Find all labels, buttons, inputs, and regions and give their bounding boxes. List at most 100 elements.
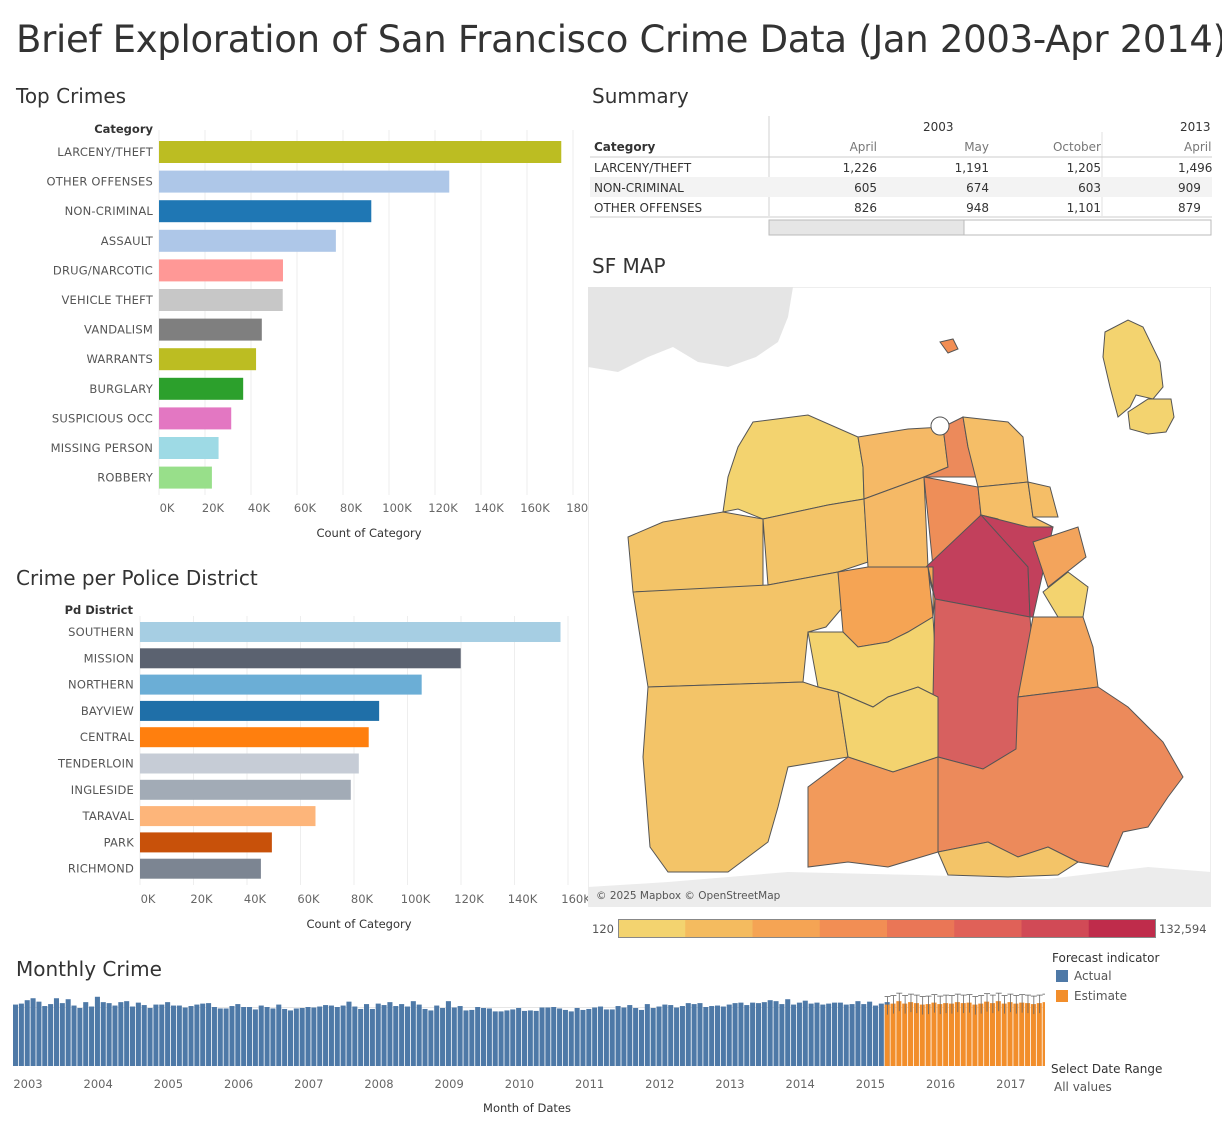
actual-bar[interactable] [504,1010,510,1066]
actual-bar[interactable] [358,1008,364,1066]
actual-bar[interactable] [94,996,100,1066]
actual-bar[interactable] [106,1003,112,1066]
date-range-filter-value[interactable]: All values [1054,1080,1112,1094]
actual-bar[interactable] [194,1004,200,1066]
bar-mission[interactable] [140,648,461,669]
estimate-bar[interactable] [937,1004,943,1066]
actual-bar[interactable] [311,1007,317,1067]
actual-bar[interactable] [305,1007,311,1066]
actual-bar[interactable] [557,1008,563,1066]
actual-bar[interactable] [668,1005,674,1066]
actual-bar[interactable] [328,1005,334,1066]
bar-burglary[interactable] [159,377,244,400]
actual-bar[interactable] [481,1007,487,1066]
summary-table[interactable]: 2003 2013 Category April May October Apr… [590,116,1212,236]
actual-bar[interactable] [685,1003,691,1066]
actual-bar[interactable] [849,1004,855,1066]
actual-bar[interactable] [878,1003,884,1066]
actual-bar[interactable] [147,1007,153,1066]
estimate-bar[interactable] [1013,1003,1019,1066]
actual-bar[interactable] [200,1003,206,1066]
actual-bar[interactable] [112,1005,118,1066]
actual-bar[interactable] [633,1007,639,1066]
actual-bar[interactable] [176,1005,182,1066]
actual-bar[interactable] [393,1006,399,1066]
actual-bar[interactable] [282,1008,288,1066]
actual-bar[interactable] [434,1005,440,1066]
bar-tenderloin[interactable] [140,753,359,774]
actual-bar[interactable] [182,1007,188,1067]
actual-bar[interactable] [720,1006,726,1066]
actual-bar[interactable] [346,1001,352,1066]
legend-estimate[interactable]: Estimate [1056,989,1127,1003]
estimate-bar[interactable] [943,1003,949,1066]
actual-bar[interactable] [264,1007,270,1066]
actual-bar[interactable] [709,1006,715,1066]
actual-bar[interactable] [364,1004,370,1066]
actual-bar[interactable] [334,1007,340,1066]
bar-missing-person[interactable] [159,437,219,459]
actual-bar[interactable] [738,1002,744,1066]
actual-bar[interactable] [276,1004,282,1066]
actual-bar[interactable] [791,1004,797,1066]
actual-bar[interactable] [574,1007,580,1066]
actual-bar[interactable] [533,1010,539,1066]
actual-bar[interactable] [861,1004,867,1066]
actual-bar[interactable] [662,1004,668,1066]
actual-bar[interactable] [755,1003,761,1066]
legend-actual[interactable]: Actual [1056,969,1112,983]
actual-bar[interactable] [153,1004,159,1066]
actual-bar[interactable] [457,1006,463,1066]
actual-bar[interactable] [492,1011,498,1066]
estimate-bar[interactable] [931,1002,937,1066]
estimate-bar[interactable] [890,1003,896,1066]
bar-southern[interactable] [140,622,561,642]
actual-bar[interactable] [568,1011,574,1066]
actual-bar[interactable] [375,1003,381,1066]
estimate-bar[interactable] [1007,1002,1013,1066]
estimate-bar[interactable] [1030,1004,1036,1066]
actual-bar[interactable] [814,1002,820,1066]
actual-bar[interactable] [486,1008,492,1066]
estimate-bar[interactable] [1019,1002,1025,1066]
actual-bar[interactable] [703,1007,709,1066]
actual-bar[interactable] [229,1006,235,1066]
actual-bar[interactable] [317,1006,323,1066]
actual-bar[interactable] [715,1005,721,1066]
bar-assault[interactable] [159,229,336,252]
bar-larceny-theft[interactable] [159,141,562,163]
actual-bar[interactable] [802,1000,808,1066]
bar-bayview[interactable] [140,700,380,721]
actual-bar[interactable] [241,1007,247,1066]
actual-bar[interactable] [118,1002,124,1066]
bar-central[interactable] [140,727,369,748]
actual-bar[interactable] [18,1003,24,1066]
actual-bar[interactable] [59,1003,65,1066]
actual-bar[interactable] [287,1010,293,1066]
actual-bar[interactable] [65,999,71,1066]
actual-bar[interactable] [48,1004,54,1066]
estimate-bar[interactable] [966,1002,972,1066]
actual-bar[interactable] [644,1004,650,1066]
actual-bar[interactable] [773,1001,779,1066]
actual-bar[interactable] [252,1009,258,1066]
actual-bar[interactable] [404,1006,410,1066]
bar-vandalism[interactable] [159,318,262,341]
estimate-bar[interactable] [908,1002,914,1066]
actual-bar[interactable] [475,1007,481,1066]
actual-bar[interactable] [826,1003,832,1066]
actual-bar[interactable] [679,1006,685,1066]
actual-bar[interactable] [124,1001,130,1066]
actual-bar[interactable] [656,1006,662,1066]
actual-bar[interactable] [416,1004,422,1066]
actual-bar[interactable] [381,1005,387,1066]
actual-bar[interactable] [469,1009,475,1066]
actual-bar[interactable] [498,1011,504,1066]
actual-bar[interactable] [621,1007,627,1067]
actual-bar[interactable] [223,1008,229,1066]
actual-bar[interactable] [352,1006,358,1066]
sf-map[interactable]: © 2025 Mapbox © OpenStreetMap [588,287,1211,907]
actual-bar[interactable] [615,1006,621,1066]
estimate-bar[interactable] [896,1001,902,1066]
actual-bar[interactable] [428,1010,434,1066]
